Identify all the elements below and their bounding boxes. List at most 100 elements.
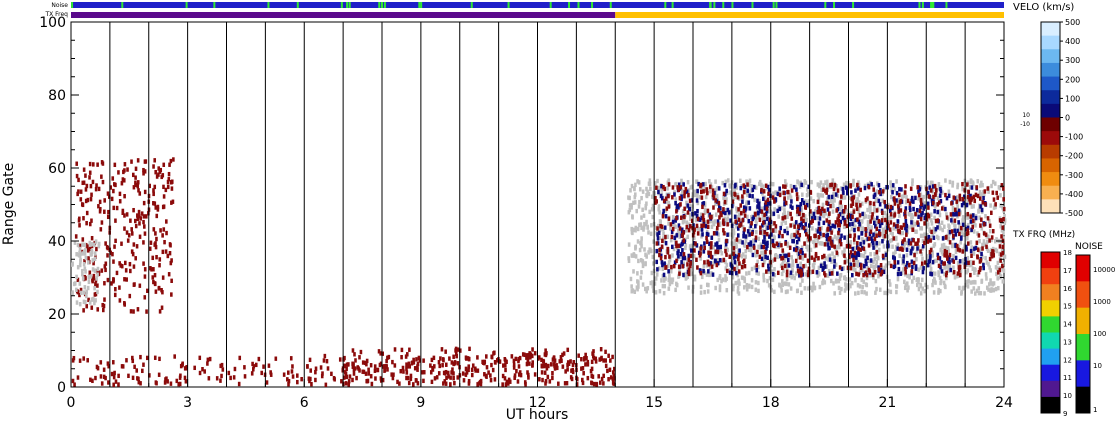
scatter-point	[812, 281, 815, 287]
scatter-point	[904, 266, 907, 272]
scatter-point	[800, 290, 803, 295]
scatter-point	[823, 242, 827, 247]
scatter-point	[646, 225, 650, 230]
scatter-point	[651, 280, 654, 285]
scatter-point	[861, 237, 864, 242]
scatter-point	[763, 235, 766, 240]
scatter-point	[754, 218, 758, 223]
scatter-point	[435, 375, 439, 380]
scatter-point	[746, 232, 750, 238]
scatter-point	[983, 231, 986, 236]
scatter-point	[113, 162, 117, 168]
scatter-point	[85, 293, 88, 299]
scatter-point	[837, 279, 841, 284]
scatter-point	[960, 235, 963, 240]
scatter-point	[677, 182, 681, 187]
scatter-point	[931, 250, 934, 255]
scatter-point	[889, 183, 893, 188]
scatter-point	[878, 190, 881, 195]
noise-tick-label: 1	[1093, 406, 1097, 414]
scatter-point	[803, 214, 807, 219]
scatter-point	[531, 347, 534, 352]
noise-accent	[348, 2, 351, 8]
scatter-point	[383, 364, 386, 369]
scatter-point	[960, 289, 963, 295]
scatter-point	[715, 199, 719, 204]
scatter-point	[737, 278, 741, 283]
scatter-point	[96, 289, 99, 295]
scatter-point	[799, 268, 803, 274]
scatter-point	[849, 283, 852, 289]
scatter-point	[863, 185, 867, 191]
scatter-point	[599, 347, 603, 352]
scatter-point	[704, 224, 708, 229]
scatter-point	[809, 209, 812, 214]
scatter-point	[998, 244, 1002, 249]
scatter-point	[154, 170, 157, 175]
scatter-point	[743, 263, 747, 269]
scatter-point	[774, 224, 778, 229]
scatter-point	[91, 258, 95, 263]
scatter-point	[143, 274, 147, 279]
scatter-point	[843, 247, 846, 252]
x-axis-label: UT hours	[506, 407, 569, 423]
scatter-point	[786, 230, 789, 236]
scatter-point	[102, 374, 106, 380]
scatter-point	[71, 358, 75, 363]
scatter-point	[590, 380, 593, 385]
scatter-point	[781, 279, 784, 284]
scatter-point	[90, 192, 93, 197]
scatter-point	[878, 241, 881, 246]
scatter-point	[866, 196, 869, 201]
scatter-point	[944, 245, 947, 251]
scatter-point	[822, 265, 825, 271]
scatter-point	[658, 247, 661, 253]
scatter-point	[947, 268, 950, 273]
scatter-point	[687, 253, 691, 259]
scatter-point	[889, 263, 893, 269]
scatter-point	[897, 206, 900, 211]
scatter-point	[773, 199, 776, 204]
scatter-point	[883, 234, 887, 239]
scatter-point	[664, 265, 667, 270]
scatter-point	[953, 223, 956, 228]
scatter-point	[627, 258, 631, 263]
scatter-point	[577, 353, 580, 358]
scatter-point	[644, 261, 647, 266]
scatter-point	[75, 173, 79, 179]
scatter-point	[904, 218, 908, 224]
scatter-point	[338, 357, 342, 362]
scatter-point	[694, 241, 697, 246]
scatter-point	[761, 231, 765, 236]
scatter-point	[470, 367, 474, 372]
scatter-point	[566, 362, 569, 368]
scatter-point	[429, 370, 433, 375]
scatter-point	[716, 219, 720, 224]
scatter-point	[721, 258, 724, 264]
scatter-point	[734, 194, 738, 200]
scatter-point	[792, 239, 795, 244]
scatter-point	[865, 275, 869, 281]
scatter-point	[905, 228, 908, 233]
scatter-point	[905, 247, 909, 252]
scatter-point	[844, 286, 848, 291]
scatter-point	[649, 186, 652, 192]
scatter-point	[827, 194, 831, 200]
scatter-point	[888, 227, 892, 232]
scatter-point	[738, 248, 741, 253]
scatter-point	[483, 372, 486, 377]
scatter-point	[703, 270, 707, 275]
scatter-point	[111, 360, 115, 365]
scatter-point	[695, 223, 699, 229]
noise-accent	[71, 2, 74, 8]
scatter-point	[689, 267, 692, 273]
scatter-point	[961, 222, 965, 228]
scatter-point	[888, 238, 892, 244]
scatter-point	[845, 259, 849, 264]
scatter-point	[872, 201, 876, 206]
scatter-point	[846, 214, 850, 220]
scatter-point	[161, 233, 164, 238]
velocity-colorbar-title: VELO (km/s)	[1013, 2, 1074, 13]
noise-accent	[568, 2, 571, 8]
scatter-point	[765, 208, 769, 214]
